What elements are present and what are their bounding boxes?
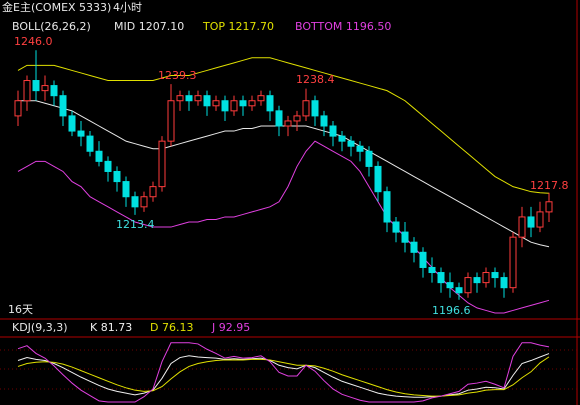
top-label: TOP 1217.70 — [202, 20, 274, 33]
candle-body — [59, 95, 67, 117]
kdj-line — [17, 353, 550, 398]
candle-body — [428, 266, 436, 274]
d-label: D 76.13 — [150, 321, 193, 334]
candle-body — [374, 165, 382, 193]
kdj-name[interactable]: KDJ(9,3,3) — [12, 321, 68, 334]
candle-body — [23, 80, 31, 102]
candle-body — [419, 251, 427, 268]
boll-line — [17, 140, 550, 314]
indicator-name[interactable]: BOLL(26,26,2) — [12, 20, 91, 33]
mid-label: MID 1207.10 — [114, 20, 184, 33]
candle-body — [284, 120, 292, 127]
kdj-guides — [0, 349, 577, 390]
candle-body — [230, 100, 238, 112]
candle-body — [491, 272, 499, 279]
price-annotation: 1217.8 — [530, 179, 569, 192]
candle-body — [212, 100, 220, 107]
kdj-line — [17, 356, 550, 397]
price-annotation: 1238.4 — [296, 73, 335, 86]
candle-body — [167, 100, 175, 142]
period-note: 16天 — [8, 303, 33, 316]
candle-body — [50, 85, 58, 97]
candle-body — [95, 150, 103, 162]
candle-body — [239, 100, 247, 107]
candle-body — [320, 115, 328, 127]
kdj-line — [17, 342, 550, 403]
candle-body — [176, 95, 184, 102]
candle-body — [446, 282, 454, 289]
boll-line — [17, 57, 550, 194]
candle-body — [293, 115, 301, 122]
symbol: 金E主(COMEX 5333) — [2, 0, 111, 14]
candle-body — [68, 115, 76, 132]
price-annotation: 1239.3 — [158, 69, 197, 82]
price-annotation: 1246.0 — [14, 35, 53, 48]
candle-body — [401, 231, 409, 243]
candle-body — [185, 95, 193, 102]
candle-body — [302, 100, 310, 117]
boll-line — [18, 100, 550, 248]
candle-body — [86, 135, 94, 152]
candle-body — [356, 145, 364, 152]
candle-body — [347, 140, 355, 147]
bottom-label: BOTTOM 1196.50 — [295, 20, 391, 33]
candle-body — [509, 236, 517, 289]
candle-body — [275, 110, 283, 127]
candle-body — [329, 125, 337, 137]
candle-body — [41, 85, 49, 92]
price-annotation: 1196.6 — [432, 304, 471, 317]
candle-body — [482, 272, 490, 284]
candle-body — [257, 95, 265, 102]
candle-body — [392, 221, 400, 233]
candle-body — [527, 216, 535, 228]
candle-body — [158, 140, 166, 188]
candle-body — [311, 100, 319, 117]
candle-body — [104, 160, 112, 172]
candle-body — [203, 95, 211, 107]
candle-body — [32, 80, 40, 92]
candle-body — [131, 196, 139, 208]
candle-body — [14, 100, 22, 117]
candle-body — [464, 277, 472, 294]
candle-body — [500, 277, 508, 289]
candle-body — [266, 95, 274, 112]
candle-body — [518, 216, 526, 238]
candle-body — [473, 277, 481, 284]
candle-body — [194, 95, 202, 102]
candle-body — [77, 130, 85, 137]
candle-body — [122, 181, 130, 198]
candle-body — [140, 196, 148, 208]
candle-body — [221, 100, 229, 112]
candle-body — [410, 241, 418, 253]
candle-body — [383, 191, 391, 223]
candle-body — [248, 100, 256, 107]
candle-body — [536, 211, 544, 228]
candle-body — [149, 186, 157, 198]
candle-body — [365, 150, 373, 167]
candle-body — [437, 272, 445, 284]
period[interactable]: 4小时 — [113, 1, 142, 14]
k-label: K 81.73 — [90, 321, 132, 334]
candle-body — [338, 135, 346, 142]
candle-body — [455, 287, 463, 294]
candle-body — [113, 170, 121, 183]
j-label: J 92.95 — [211, 321, 250, 334]
candle-body — [545, 201, 553, 213]
price-annotation: 1213.4 — [116, 218, 155, 231]
